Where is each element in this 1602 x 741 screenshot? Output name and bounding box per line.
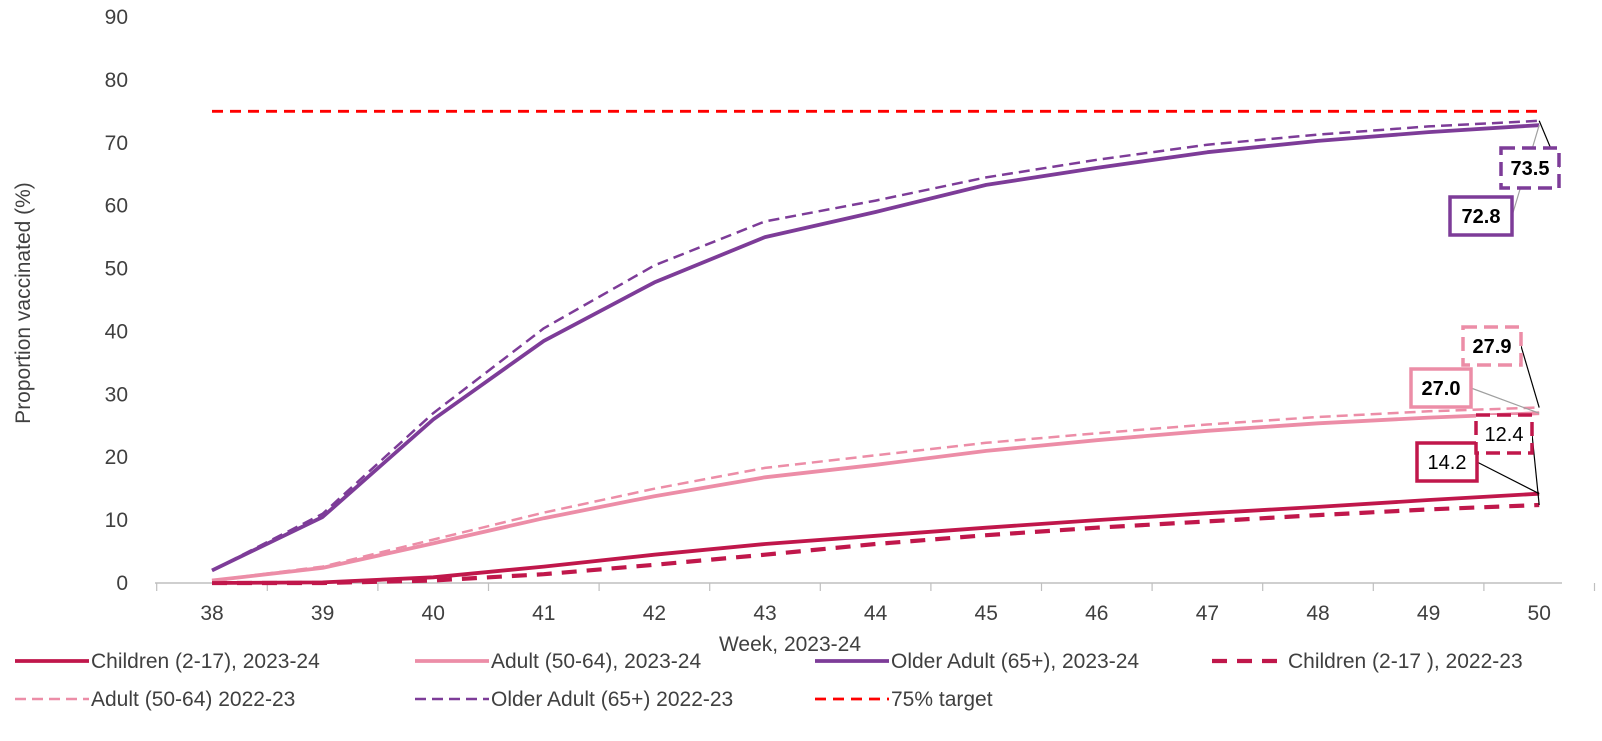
data-label-box	[1409, 367, 1473, 409]
series-line-5	[211, 119, 1540, 572]
x-axis-title: Week, 2023-24	[719, 633, 861, 656]
legend: Children (2-17), 2023-24 Adult (50-64), 2…	[15, 650, 1523, 711]
data-label: 27.9	[1473, 336, 1512, 358]
x-tick-label: 48	[1306, 602, 1329, 625]
x-tick-label: 44	[864, 602, 888, 625]
label-leader-line	[1470, 387, 1540, 414]
data-label-box	[1499, 146, 1561, 190]
x-tick-label: 40	[422, 602, 445, 625]
data-label-box	[1415, 441, 1479, 483]
series-line-4	[211, 406, 1540, 582]
series-line-2	[211, 123, 1540, 573]
series-line-1	[211, 411, 1540, 583]
label-leader-line	[1520, 345, 1540, 408]
y-tick-label: 90	[105, 6, 128, 29]
x-tick-label: 43	[753, 602, 776, 625]
data-label: 14.2	[1428, 452, 1467, 474]
x-tick-label: 45	[975, 602, 998, 625]
y-tick-label: 20	[105, 446, 128, 469]
x-tick-label: 47	[1196, 602, 1219, 625]
data-label-box	[1461, 325, 1523, 367]
data-label: 27.0	[1422, 378, 1461, 400]
y-tick-label: 50	[105, 258, 128, 281]
legend-label: Adult (50-64) 2022-23	[91, 688, 295, 711]
data-label: 12.4	[1485, 424, 1524, 446]
legend-label: Older Adult (65+), 2023-24	[891, 650, 1139, 673]
y-tick-label: 40	[105, 320, 128, 343]
data-label: 73.5	[1511, 158, 1550, 180]
x-tick-label: 50	[1528, 602, 1551, 625]
label-leader-line	[1476, 461, 1540, 495]
y-tick-label: 0	[116, 572, 128, 595]
y-tick-label: 30	[105, 383, 128, 406]
legend-label: Children (2-17), 2023-24	[91, 650, 320, 673]
legend-label: 75% target	[891, 688, 993, 711]
x-tick-label: 39	[311, 602, 334, 625]
series-line-3	[212, 502, 1540, 586]
legend-label: Older Adult (65+) 2022-23	[491, 688, 733, 711]
y-tick-label: 60	[105, 195, 128, 218]
y-tick-label: 70	[105, 132, 128, 155]
x-tick-label: 46	[1085, 602, 1108, 625]
legend-label: Adult (50-64), 2023-24	[491, 650, 701, 673]
y-axis-title: Proportion vaccinated (%)	[12, 182, 35, 424]
y-tick-label: 80	[105, 69, 128, 92]
x-tick-label: 41	[532, 602, 555, 625]
x-tick-label: 49	[1417, 602, 1440, 625]
x-tick-label: 42	[643, 602, 666, 625]
data-label-box	[1474, 413, 1534, 455]
series-line-0	[211, 491, 1540, 585]
x-tick-label: 38	[200, 602, 223, 625]
legend-label: Children (2-17 ), 2022-23	[1288, 650, 1523, 673]
y-tick-label: 10	[105, 509, 128, 532]
data-label-box	[1448, 195, 1514, 237]
data-label: 72.8	[1462, 206, 1501, 228]
